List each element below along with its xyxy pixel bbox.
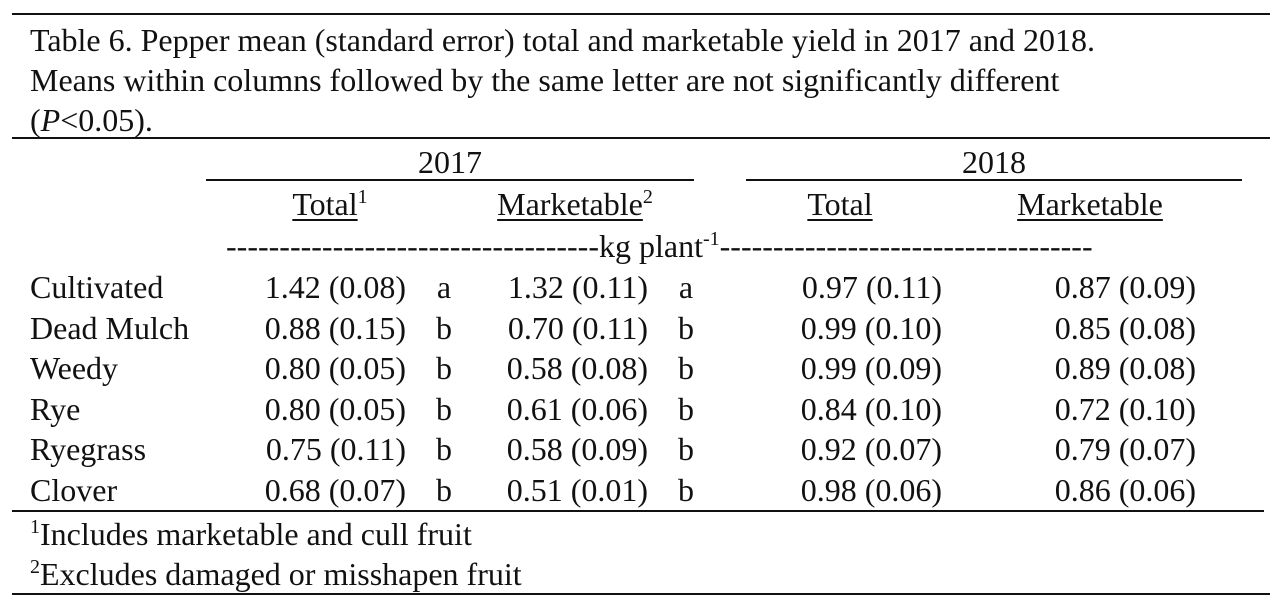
caption-line-2: Means within columns followed by the sam… [30, 62, 1060, 98]
total-2017-letter: b [436, 309, 452, 346]
marketable-footnote-mark: 2 [642, 186, 653, 208]
marketable-2017-cell: 0.70 (0.11) [507, 309, 648, 346]
marketable-2018-cell: 0.86 (0.06) [1054, 471, 1196, 508]
marketable-2017-cell: 0.58 (0.08) [506, 350, 648, 386]
units-label: kg plant [598, 228, 703, 264]
row-label: Rye [30, 390, 81, 427]
total-2018-cell: 0.99 (0.09) [800, 350, 942, 386]
total-footnote-mark: 1 [357, 186, 368, 208]
year-2017-header: 2017 [418, 144, 482, 180]
marketable-2017-letter: b [678, 309, 694, 346]
total-2017-cell: 0.80 (0.05) [264, 350, 406, 386]
row-label: Dead Mulch [30, 309, 190, 346]
total-2017-letter: b [436, 471, 452, 508]
col-marketable-2018: Marketable [1017, 186, 1163, 222]
total-2017-letter: a [436, 269, 452, 305]
table-caption: Table 6. Pepper mean (standard error) to… [30, 20, 1095, 140]
marketable-2017-cell: 0.61 (0.06) [506, 390, 648, 427]
year-2018-rule [746, 179, 1242, 181]
footnote-2: 2Excludes damaged or misshapen fruit [30, 556, 522, 592]
caption-bottom-rule [12, 137, 1270, 139]
col-total-2017: Total1 [292, 186, 368, 222]
table-bottom-rule [12, 510, 1264, 512]
caption-line-1: Table 6. Pepper mean (standard error) to… [30, 22, 1095, 58]
marketable-2017-cell: 0.58 (0.09) [506, 431, 648, 467]
marketable-2017-letter: b [678, 431, 694, 467]
marketable-2018-cell: 0.72 (0.10) [1054, 390, 1196, 427]
table-top-rule [12, 13, 1270, 15]
footnote-1: 1Includes marketable and cull fruit [30, 516, 472, 552]
marketable-2018-cell: 0.85 (0.08) [1054, 309, 1196, 346]
year-2017-rule [206, 179, 694, 181]
footnotes-bottom-rule [12, 593, 1270, 595]
col-marketable-2017: Marketable2 [497, 186, 653, 222]
marketable-2018-cell: 0.89 (0.08) [1054, 350, 1196, 386]
total-2018-cell: 0.97 (0.11) [801, 269, 942, 305]
marketable-2018-cell: 0.87 (0.09) [1054, 269, 1196, 305]
total-2017-cell: 0.80 (0.05) [264, 390, 406, 427]
col-total-2018: Total [807, 186, 873, 222]
total-2017-cell: 0.68 (0.07) [264, 471, 406, 508]
p-value-symbol: P [40, 102, 61, 138]
marketable-2017-letter: b [678, 390, 694, 427]
row-label: Weedy [30, 350, 119, 386]
total-2017-cell: 1.42 (0.08) [264, 269, 406, 305]
marketable-2017-letter: b [678, 350, 694, 386]
total-2017-cell: 0.75 (0.11) [265, 431, 406, 467]
total-2018-cell: 0.98 (0.06) [800, 471, 942, 508]
units-row: -----------------------------------kg pl… [226, 228, 1093, 264]
marketable-2017-cell: 1.32 (0.11) [507, 269, 648, 305]
total-2018-cell: 0.84 (0.10) [800, 390, 942, 427]
row-label: Cultivated [30, 269, 164, 305]
caption-line-3: (P<0.05). [30, 102, 153, 138]
marketable-2017-letter: a [678, 269, 694, 305]
marketable-2018-cell: 0.79 (0.07) [1054, 431, 1196, 467]
total-2018-cell: 0.92 (0.07) [800, 431, 942, 467]
marketable-2017-cell: 0.51 (0.01) [506, 471, 648, 508]
total-2017-letter: b [436, 390, 452, 427]
row-label: Ryegrass [30, 431, 147, 467]
total-2017-cell: 0.88 (0.15) [264, 309, 406, 346]
year-2018-header: 2018 [962, 144, 1026, 180]
row-label: Clover [30, 471, 118, 508]
total-2017-letter: b [436, 431, 452, 467]
marketable-2017-letter: b [678, 471, 694, 508]
total-2017-letter: b [436, 350, 452, 386]
total-2018-cell: 0.99 (0.10) [800, 309, 942, 346]
